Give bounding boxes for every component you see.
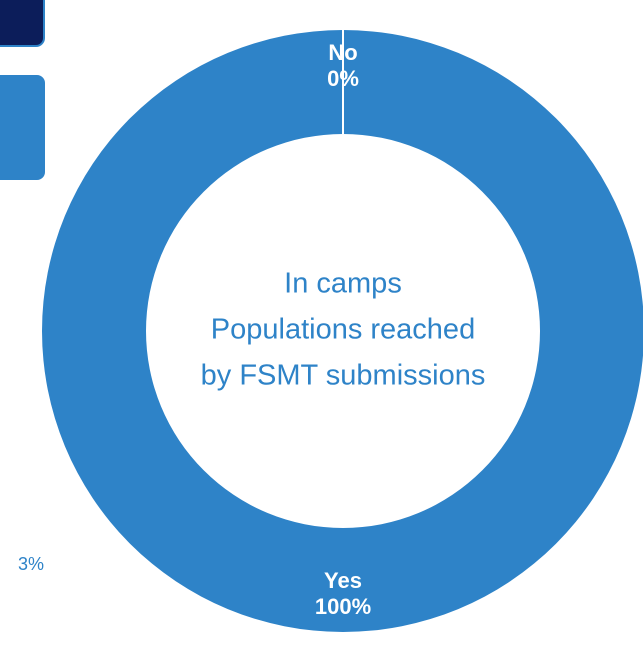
- slice-name: Yes: [324, 568, 362, 593]
- side-label: 3%: [18, 554, 44, 574]
- side-card-dark: [0, 0, 45, 47]
- slice-name: No: [328, 40, 357, 65]
- center-text: by FSMT submissions: [201, 360, 486, 392]
- center-text: In camps: [284, 268, 402, 300]
- donut: [42, 30, 643, 632]
- side-card-blue: [0, 75, 45, 180]
- slice-value: 0%: [327, 66, 359, 91]
- slice: [42, 30, 643, 632]
- slice-value: 100%: [315, 594, 371, 619]
- center-text: Populations reached: [211, 314, 475, 346]
